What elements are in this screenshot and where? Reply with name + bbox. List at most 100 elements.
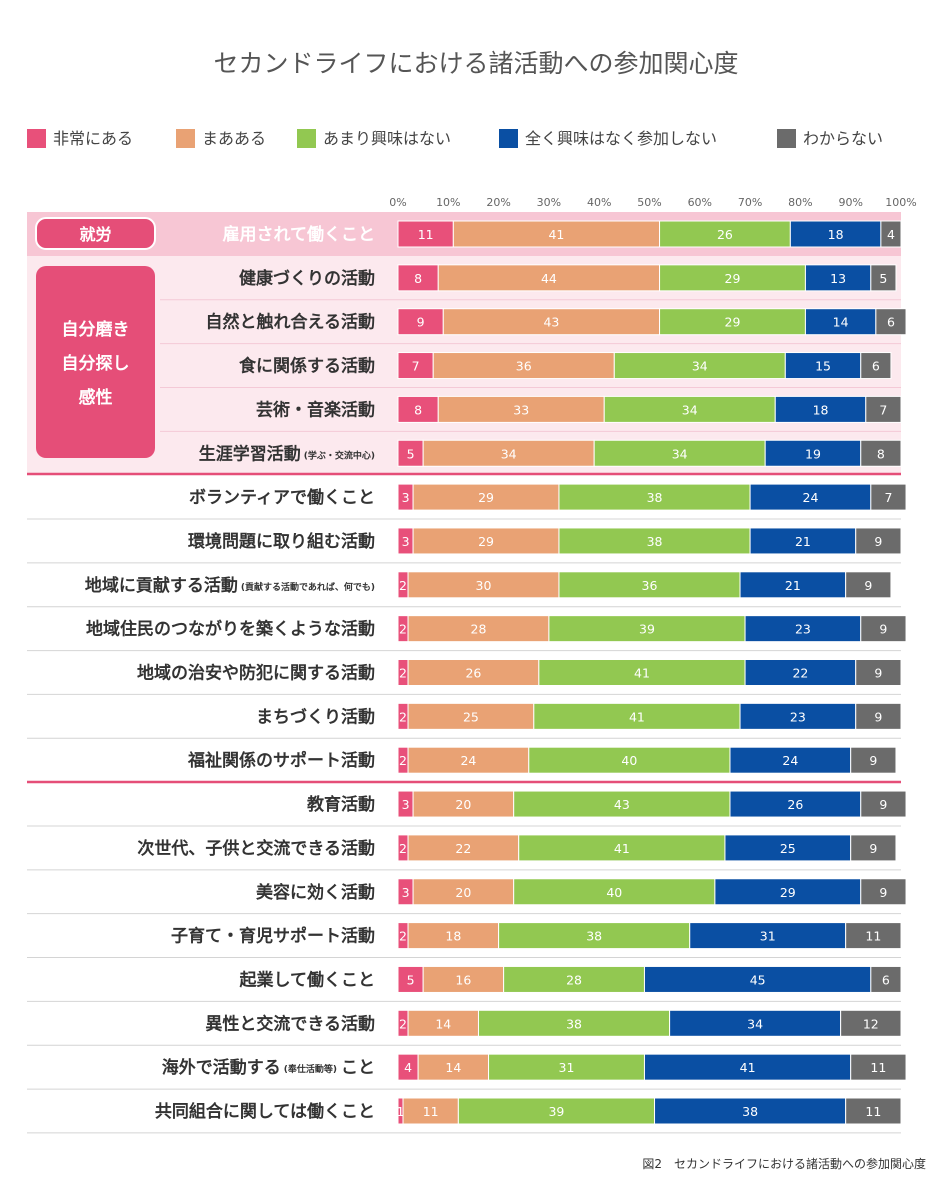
- bar-segment: [860, 790, 907, 818]
- bar-segment: [437, 264, 661, 292]
- bar-segment: [870, 965, 902, 993]
- bar-segment: [855, 527, 902, 555]
- chart-row: ボランティアで働くこと 3 29 38 24 7: [189, 483, 907, 511]
- bar-segment: [659, 220, 791, 248]
- bar-segment: [397, 220, 454, 248]
- bar-segment: [407, 834, 520, 862]
- bar-value-label: 9: [879, 885, 887, 900]
- x-tick-label: 20%: [486, 196, 510, 209]
- bar-value-label: 21: [785, 578, 801, 593]
- bar-value-label: 11: [870, 1060, 886, 1075]
- legend-label: 全く興味はなく参加しない: [525, 129, 717, 148]
- bar-segment: [513, 878, 716, 906]
- bar-value-label: 29: [725, 271, 741, 286]
- bar-value-label: 36: [516, 359, 532, 374]
- bar-segment: [593, 439, 766, 467]
- x-tick-label: 70%: [738, 196, 762, 209]
- bar-value-label: 15: [815, 359, 831, 374]
- bar-value-label: 41: [634, 666, 650, 681]
- bar-value-label: 2: [399, 622, 407, 637]
- row-label: 子育て・育児サポート活動: [171, 926, 375, 947]
- bar-value-label: 11: [418, 227, 434, 242]
- bar-segment: [397, 439, 424, 467]
- bar-value-label: 41: [614, 841, 630, 856]
- bar-segment: [870, 264, 897, 292]
- bar-value-label: 39: [548, 1104, 564, 1119]
- x-tick-label: 90%: [838, 196, 862, 209]
- chart-row: 芸術・音楽活動 8 33 34 18 7: [256, 395, 902, 423]
- chart-title: セカンドライフにおける諸活動への参加関心度: [213, 49, 738, 78]
- row-label: まちづくり活動: [256, 706, 375, 727]
- bar-segment: [724, 834, 852, 862]
- chart-row: 美容に効く活動 3 20 40 29 9: [256, 878, 907, 906]
- row-label: 地域に貢献する活動 (貢献する活動であれば、何でも): [85, 575, 375, 596]
- chart-row: 子育て・育児サポート活動 2 18 38 31 11: [171, 922, 902, 950]
- group-label-text: 自分磨き: [62, 319, 130, 340]
- bar-value-label: 20: [455, 885, 471, 900]
- chart-row: 起業して働くこと 5 16 28 45 6: [239, 965, 902, 993]
- x-tick-label: 60%: [688, 196, 712, 209]
- x-tick-label: 80%: [788, 196, 812, 209]
- bar-value-label: 40: [621, 753, 637, 768]
- bar-segment: [518, 834, 726, 862]
- bar-value-label: 16: [455, 972, 471, 987]
- bar-value-label: 8: [414, 402, 422, 417]
- legend-swatch: [176, 129, 195, 148]
- bar-value-label: 19: [805, 446, 821, 461]
- row-label: 健康づくりの活動: [239, 268, 375, 289]
- bar-segment: [407, 922, 500, 950]
- bar-value-label: 29: [725, 315, 741, 330]
- bar-segment: [739, 702, 857, 730]
- bar-segment: [397, 264, 439, 292]
- chart-row: まちづくり活動 2 25 41 23 9: [256, 702, 902, 730]
- bar-segment: [407, 615, 550, 643]
- legend-label: まあある: [202, 129, 266, 148]
- bar-value-label: 41: [629, 709, 645, 724]
- bar-segment: [422, 965, 505, 993]
- x-axis-ticks: 0% 10% 20% 30% 40% 50% 60% 70% 80% 90% 100%: [389, 196, 916, 209]
- row-label: 地域の治安や防犯に関する活動: [137, 663, 375, 684]
- chart-row: 地域の治安や防犯に関する活動 2 26 41 22 9: [137, 659, 902, 686]
- bar-value-label: 29: [478, 534, 494, 549]
- x-tick-label: 50%: [637, 196, 661, 209]
- chart-row: 福祉関係のサポート活動 2 24 40 24 9: [187, 746, 897, 774]
- bar-value-label: 44: [541, 271, 557, 286]
- row-label: ボランティアで働くこと: [189, 487, 375, 508]
- bar-value-label: 5: [407, 446, 415, 461]
- bar-value-label: 34: [672, 446, 688, 461]
- bar-segment: [804, 264, 872, 292]
- bar-segment: [764, 439, 862, 467]
- row-label: 自然と触れ合える活動: [206, 312, 376, 333]
- bar-value-label: 29: [478, 490, 494, 505]
- row-label: 起業して働くこと: [239, 969, 376, 990]
- bar-segment: [412, 878, 515, 906]
- bar-value-label: 5: [879, 271, 887, 286]
- bar-value-label: 8: [877, 446, 885, 461]
- bar-value-label: 6: [872, 359, 880, 374]
- bar-segment: [412, 483, 560, 511]
- group-label-text: 感性: [79, 387, 113, 408]
- legend-swatch: [499, 129, 518, 148]
- bar-segment: [845, 922, 902, 950]
- bar-value-label: 9: [864, 578, 872, 593]
- bar-segment: [789, 220, 882, 248]
- bar-value-label: 45: [750, 972, 766, 987]
- bar-segment: [613, 352, 786, 380]
- bar-value-label: 33: [513, 402, 529, 417]
- row-label: 地域住民のつながりを築くような活動: [86, 619, 375, 640]
- chart-row: 共同組合に関しては働くこと 1 11 39 38 11: [155, 1097, 902, 1125]
- row-label: 共同組合に関しては働くこと: [155, 1101, 375, 1122]
- figure-caption: 図2 セカンドライフにおける諸活動への参加関心度: [642, 1156, 926, 1171]
- bar-value-label: 2: [399, 1016, 407, 1031]
- bar-value-label: 26: [465, 666, 481, 681]
- bar-value-label: 18: [813, 402, 829, 417]
- bar-segment: [860, 615, 907, 643]
- bar-segment: [412, 527, 560, 555]
- row-label: 生涯学習活動 (学ぶ・交流中心): [199, 443, 375, 464]
- group-label-text: 就労: [79, 225, 111, 244]
- bar-segment: [729, 790, 862, 818]
- bar-value-label: 30: [476, 578, 492, 593]
- bar-segment: [860, 878, 907, 906]
